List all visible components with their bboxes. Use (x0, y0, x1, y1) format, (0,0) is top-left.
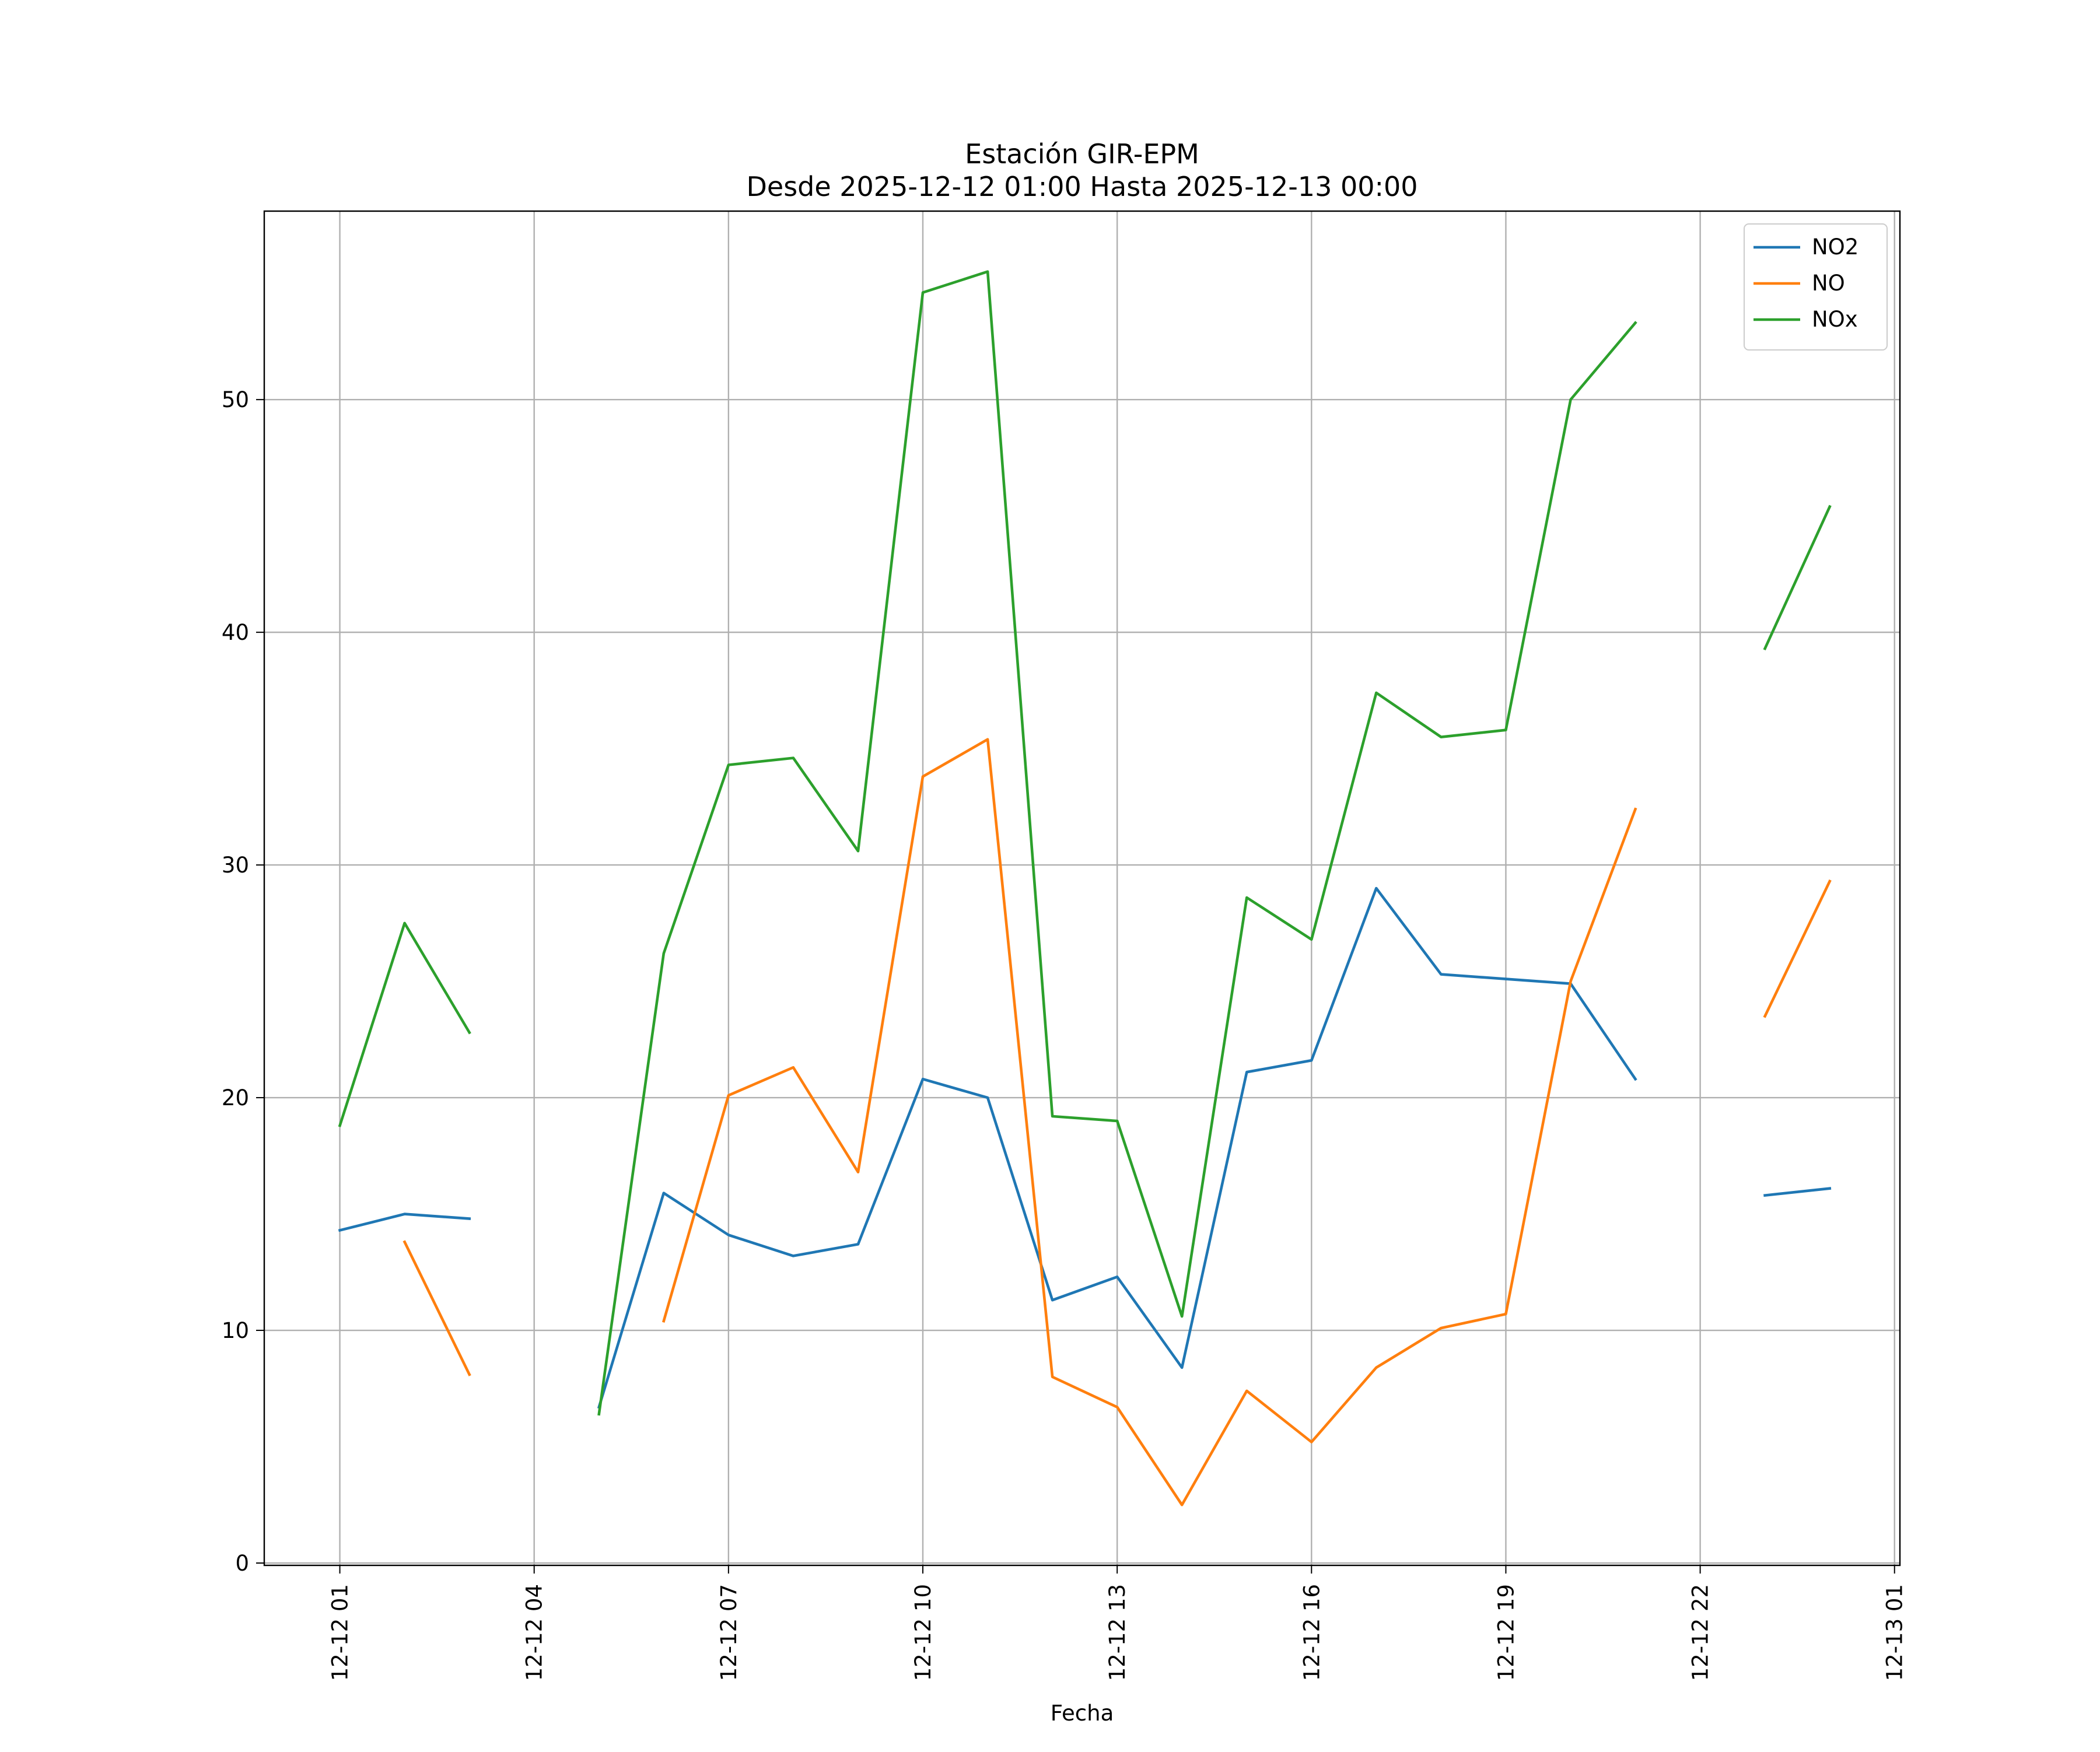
grid (264, 211, 1900, 1565)
series-line-nox (338, 921, 471, 1127)
chart-title: Estación GIR-EPM (965, 138, 1199, 170)
legend-label-nox: NOx (1812, 307, 1858, 332)
x-axis-ticks: 12-12 01 12-12 04 12-12 07 12-12 10 12-12 13… (328, 1565, 1908, 1681)
series-line-no (662, 738, 1637, 1506)
y-tick-label: 10 (222, 1318, 249, 1343)
x-tick-label: 12-12 19 (1493, 1584, 1518, 1681)
series-line-no (402, 1240, 471, 1376)
series-line-no2 (1763, 1187, 1832, 1197)
legend-label-no: NO (1812, 271, 1845, 296)
y-axis-ticks: 0 10 20 30 40 50 (222, 387, 264, 1576)
series-line-no2 (338, 1213, 471, 1232)
x-tick-label: 12-12 01 (328, 1584, 353, 1681)
legend-label-no2: NO2 (1812, 234, 1859, 260)
y-tick-label: 50 (222, 387, 249, 412)
series-line-no (1763, 879, 1832, 1018)
x-tick-label: 12-12 13 (1105, 1584, 1130, 1681)
y-tick-label: 30 (222, 853, 249, 878)
x-tick-label: 12-12 04 (522, 1584, 547, 1681)
y-tick-label: 20 (222, 1085, 249, 1110)
series-line-nox (597, 270, 1637, 1416)
series-lines (338, 270, 1832, 1506)
chart-subtitle: Desde 2025-12-12 01:00 Hasta 2025-12-13 … (746, 171, 1418, 202)
x-tick-label: 12-12 22 (1688, 1584, 1713, 1681)
series-line-nox (1763, 504, 1832, 651)
series-line-no2 (597, 886, 1637, 1409)
plot-area-frame (263, 210, 1901, 1567)
x-axis-label: Fecha (1051, 1701, 1114, 1726)
legend: NO2 NO NOx (1744, 223, 1888, 351)
x-tick-label: 12-12 07 (716, 1584, 741, 1681)
x-tick-label: 12-13 01 (1882, 1584, 1908, 1681)
y-tick-label: 0 (235, 1551, 249, 1576)
x-tick-label: 12-12 10 (911, 1584, 936, 1681)
y-tick-label: 40 (222, 620, 249, 645)
x-tick-label: 12-12 16 (1299, 1584, 1324, 1681)
